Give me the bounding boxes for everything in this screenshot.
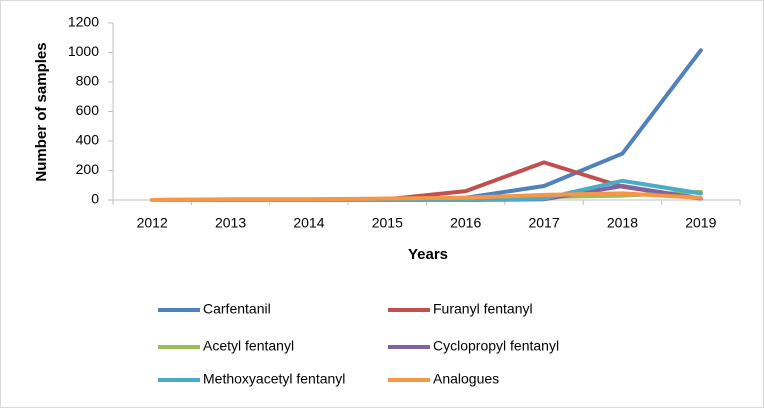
y-axis-label: Number of samples (33, 42, 50, 181)
legend-label: Analogues (433, 371, 499, 387)
x-axis-label: Years (408, 246, 448, 263)
x-tick-label: 2015 (372, 215, 403, 231)
x-tick-label: 2012 (137, 215, 168, 231)
series-line (150, 191, 703, 202)
x-tick-label: 2016 (450, 215, 481, 231)
y-tick-label: 1200 (68, 14, 99, 30)
y-tick-label: 1000 (68, 43, 99, 59)
y-tick-label: 800 (76, 73, 100, 89)
x-tick-label: 2018 (607, 215, 638, 231)
x-tick-label: 2014 (293, 215, 324, 231)
legend-label: Carfentanil (203, 301, 271, 317)
x-tick-label: 2019 (685, 215, 716, 231)
y-tick-label: 400 (76, 132, 100, 148)
y-tick-label: 600 (76, 102, 100, 118)
x-tick-label: 2017 (528, 215, 559, 231)
legend-label: Furanyl fentanyl (433, 301, 533, 317)
y-tick-label: 200 (76, 161, 100, 177)
x-tick-label: 2013 (215, 215, 246, 231)
y-tick-label: 0 (91, 191, 99, 207)
legend-label: Methoxyacetyl fentanyl (203, 371, 345, 387)
legend-label: Acetyl fentanyl (203, 338, 294, 354)
legend-label: Cyclopropyl fentanyl (433, 338, 559, 354)
